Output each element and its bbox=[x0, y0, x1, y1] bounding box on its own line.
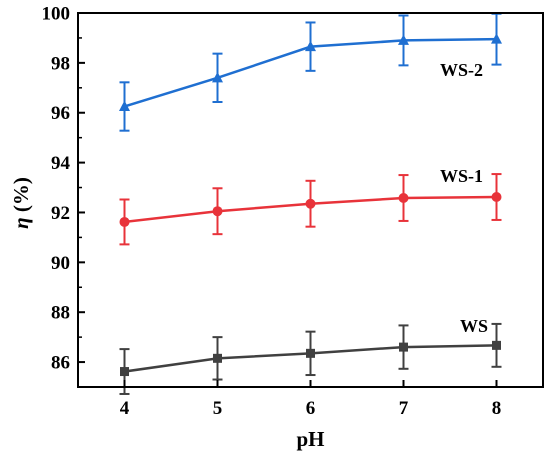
data-point-square bbox=[492, 340, 501, 350]
data-point-square bbox=[306, 348, 315, 358]
data-point-square bbox=[213, 353, 222, 363]
series-label: WS bbox=[460, 316, 488, 336]
data-point-circle bbox=[119, 216, 130, 227]
labels-layer: 4 5 6 7 8 86 88 90 92 94 96 98 100 WS WS-1 WS-2 bbox=[42, 4, 502, 420]
data-point-triangle bbox=[212, 71, 223, 83]
y-axis-title-unit: (%) bbox=[9, 177, 33, 217]
y-axis-title-symbol: η bbox=[9, 217, 33, 229]
series-ws-2 bbox=[119, 12, 502, 132]
data-point-square bbox=[120, 367, 129, 377]
data-point-square bbox=[399, 342, 408, 352]
data-point-triangle bbox=[119, 100, 130, 111]
x-tick-label: 8 bbox=[492, 398, 502, 419]
y-tick-label: 96 bbox=[51, 103, 70, 124]
x-tick-label: 7 bbox=[399, 398, 409, 419]
data-point-triangle bbox=[398, 34, 409, 45]
data-point-circle bbox=[305, 198, 316, 209]
y-axis-title: η (%) bbox=[9, 177, 33, 229]
y-tick-label: 94 bbox=[51, 153, 71, 174]
x-tick-label: 4 bbox=[120, 398, 130, 419]
y-tick-label: 92 bbox=[51, 203, 70, 224]
series-label: WS-1 bbox=[440, 166, 483, 186]
y-tick-label: 98 bbox=[51, 53, 70, 74]
x-tick-label: 6 bbox=[306, 398, 316, 419]
data-point-triangle bbox=[491, 33, 502, 44]
data-point-circle bbox=[491, 192, 502, 203]
x-axis-title: pH bbox=[296, 427, 324, 451]
y-tick-label: 100 bbox=[42, 4, 71, 25]
series-ws bbox=[119, 322, 502, 395]
data-point-circle bbox=[212, 206, 223, 217]
series-layer bbox=[119, 12, 502, 395]
y-tick-label: 86 bbox=[51, 353, 70, 374]
y-tick-label: 90 bbox=[51, 253, 70, 274]
axes-layer bbox=[77, 12, 544, 388]
data-point-circle bbox=[398, 193, 409, 204]
y-tick-label: 88 bbox=[51, 303, 70, 324]
series-label: WS-2 bbox=[440, 60, 483, 80]
data-point-triangle bbox=[305, 40, 316, 52]
series-ws-1 bbox=[119, 173, 502, 246]
x-tick-label: 5 bbox=[213, 398, 223, 419]
